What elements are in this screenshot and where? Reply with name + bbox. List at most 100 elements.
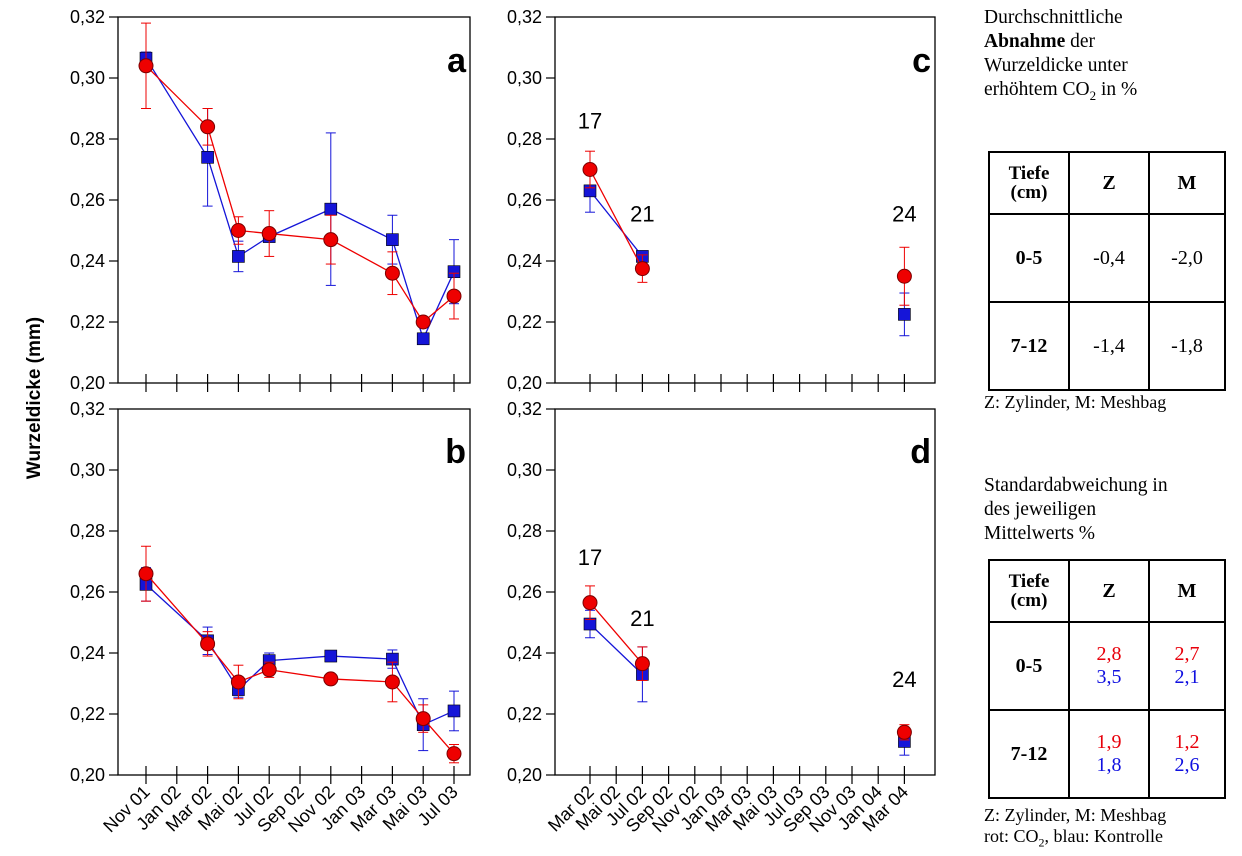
y-tick-label: 0,32 — [507, 7, 542, 27]
series-control — [583, 169, 911, 337]
summary-title-post: in % — [1096, 79, 1138, 100]
series-line — [145, 65, 455, 323]
value-co2: 1,9 — [1096, 731, 1122, 753]
value-co2: 2,8 — [1096, 643, 1122, 665]
cell-z: 2,8 3,5 — [1068, 621, 1150, 711]
y-tick-label: 0,22 — [70, 312, 105, 332]
cell-m: -1,8 — [1148, 301, 1226, 391]
stddev-title-line-2: des jeweiligen — [984, 499, 1097, 520]
data-point — [230, 223, 246, 238]
summary-title-line-4: erhöhtem CO2 in % — [984, 78, 1240, 108]
series-control — [139, 51, 461, 346]
y-tick-label: 0,26 — [507, 582, 542, 602]
footnote-rot: rot: CO — [984, 826, 1039, 846]
data-point — [386, 233, 399, 246]
data-point — [200, 636, 216, 652]
summary-title-co: erhöhtem CO — [984, 79, 1090, 100]
series-line — [589, 190, 643, 257]
value-control: 1,8 — [1096, 754, 1122, 776]
series-line — [589, 602, 643, 665]
row-depth: 0-5 — [988, 621, 1070, 711]
summary-title-bold: Abnahme — [984, 31, 1066, 52]
data-point — [261, 226, 277, 242]
header-z: Z — [1068, 151, 1150, 215]
data-point — [446, 288, 462, 304]
stddev-title: Standardabweichung in des jeweiligen Mit… — [984, 474, 1242, 546]
series-co2 — [138, 545, 462, 764]
value-control: 2,6 — [1174, 754, 1200, 776]
series-line — [145, 583, 455, 726]
cell-z: -1,4 — [1068, 301, 1150, 391]
header-depth: Tiefe (cm) — [988, 151, 1070, 215]
panel-c: 0,20 0,22 0,24 0,26 0,28 0,30 0,32 c 17 21 24 — [507, 7, 936, 393]
data-point — [324, 649, 338, 663]
y-tick-label: 0,28 — [70, 129, 105, 149]
decrease-table: Tiefe (cm) Z M 0-5 -0,4 -2,0 7-12 -1,4 -… — [988, 151, 1226, 391]
summary-title: Durchschnittliche Abnahme der Wurzeldick… — [984, 6, 1240, 108]
value-control: 2,1 — [1174, 666, 1200, 688]
summary-title-line-2: Abnahme der — [984, 30, 1240, 54]
data-point — [415, 711, 431, 727]
annotation-label: 21 — [630, 202, 654, 227]
series-control — [583, 609, 911, 756]
data-point — [200, 119, 216, 135]
y-tick-label: 0,24 — [70, 251, 105, 271]
series-co2 — [582, 150, 912, 306]
summary-title-line-1: Durchschnittliche — [984, 7, 1123, 28]
data-point — [323, 671, 339, 687]
series-line — [589, 169, 643, 269]
y-tick-label: 0,30 — [70, 68, 105, 88]
summary-title-rest: der — [1065, 31, 1096, 52]
y-tick-label: 0,26 — [507, 190, 542, 210]
summary-title-sub: 2 — [1089, 87, 1097, 103]
panel-letter: c — [912, 42, 931, 80]
data-point — [896, 268, 912, 284]
row-depth: 0-5 — [988, 213, 1070, 303]
stddev-footnote-line-2: rot: CO2, blau: Kontrolle — [984, 826, 1242, 854]
y-tick-label: 0,30 — [507, 68, 542, 88]
cell-m: 2,7 2,1 — [1148, 621, 1226, 711]
cell-m: -2,0 — [1148, 213, 1226, 303]
data-point — [582, 162, 598, 177]
y-tick-label: 0,22 — [70, 704, 105, 724]
data-point — [230, 674, 246, 690]
plot-frame — [117, 16, 471, 384]
y-tick-label: 0,30 — [507, 460, 542, 480]
cell-z: 1,9 1,8 — [1068, 709, 1150, 799]
y-tick-label: 0,24 — [70, 643, 105, 663]
decrease-footnote: Z: Zylinder, M: Meshbag — [984, 392, 1167, 412]
plot-frame — [554, 16, 936, 384]
annotation-label: 24 — [892, 667, 916, 692]
annotation-label: 17 — [578, 109, 602, 134]
value-co2: 1,2 — [1174, 731, 1200, 753]
data-point — [634, 261, 650, 277]
y-tick-label: 0,20 — [507, 373, 542, 393]
annotation-label: 21 — [630, 606, 654, 631]
row-depth: 7-12 — [988, 301, 1070, 391]
series-line — [145, 573, 455, 755]
data-point — [896, 724, 912, 740]
data-point — [582, 595, 598, 611]
cell-m: 1,2 2,6 — [1148, 709, 1226, 799]
data-point — [261, 662, 277, 678]
y-tick-label: 0,32 — [507, 399, 542, 419]
data-point — [201, 151, 214, 164]
y-tick-label: 0,28 — [507, 521, 542, 541]
header-depth: Tiefe (cm) — [988, 559, 1070, 623]
y-tick-label: 0,26 — [70, 582, 105, 602]
panel-a: 0,20 0,22 0,24 0,26 0,28 0,30 0,32 a — [70, 7, 471, 393]
stddev-title-line-1: Standardabweichung in — [984, 475, 1168, 496]
data-point — [416, 332, 430, 346]
stddev-table: Tiefe (cm) Z M 0-5 2,8 3,5 2,7 2,1 7-12 1,… — [988, 559, 1226, 799]
data-point — [232, 250, 245, 263]
data-point — [324, 202, 338, 216]
y-tick-label: 0,22 — [507, 704, 542, 724]
panel-letter: b — [445, 433, 466, 471]
data-point — [384, 674, 400, 690]
header-m: M — [1148, 151, 1226, 215]
data-point — [898, 308, 911, 321]
panel-letter: d — [910, 433, 931, 471]
footnote-blau: , blau: Kontrolle — [1044, 826, 1163, 846]
